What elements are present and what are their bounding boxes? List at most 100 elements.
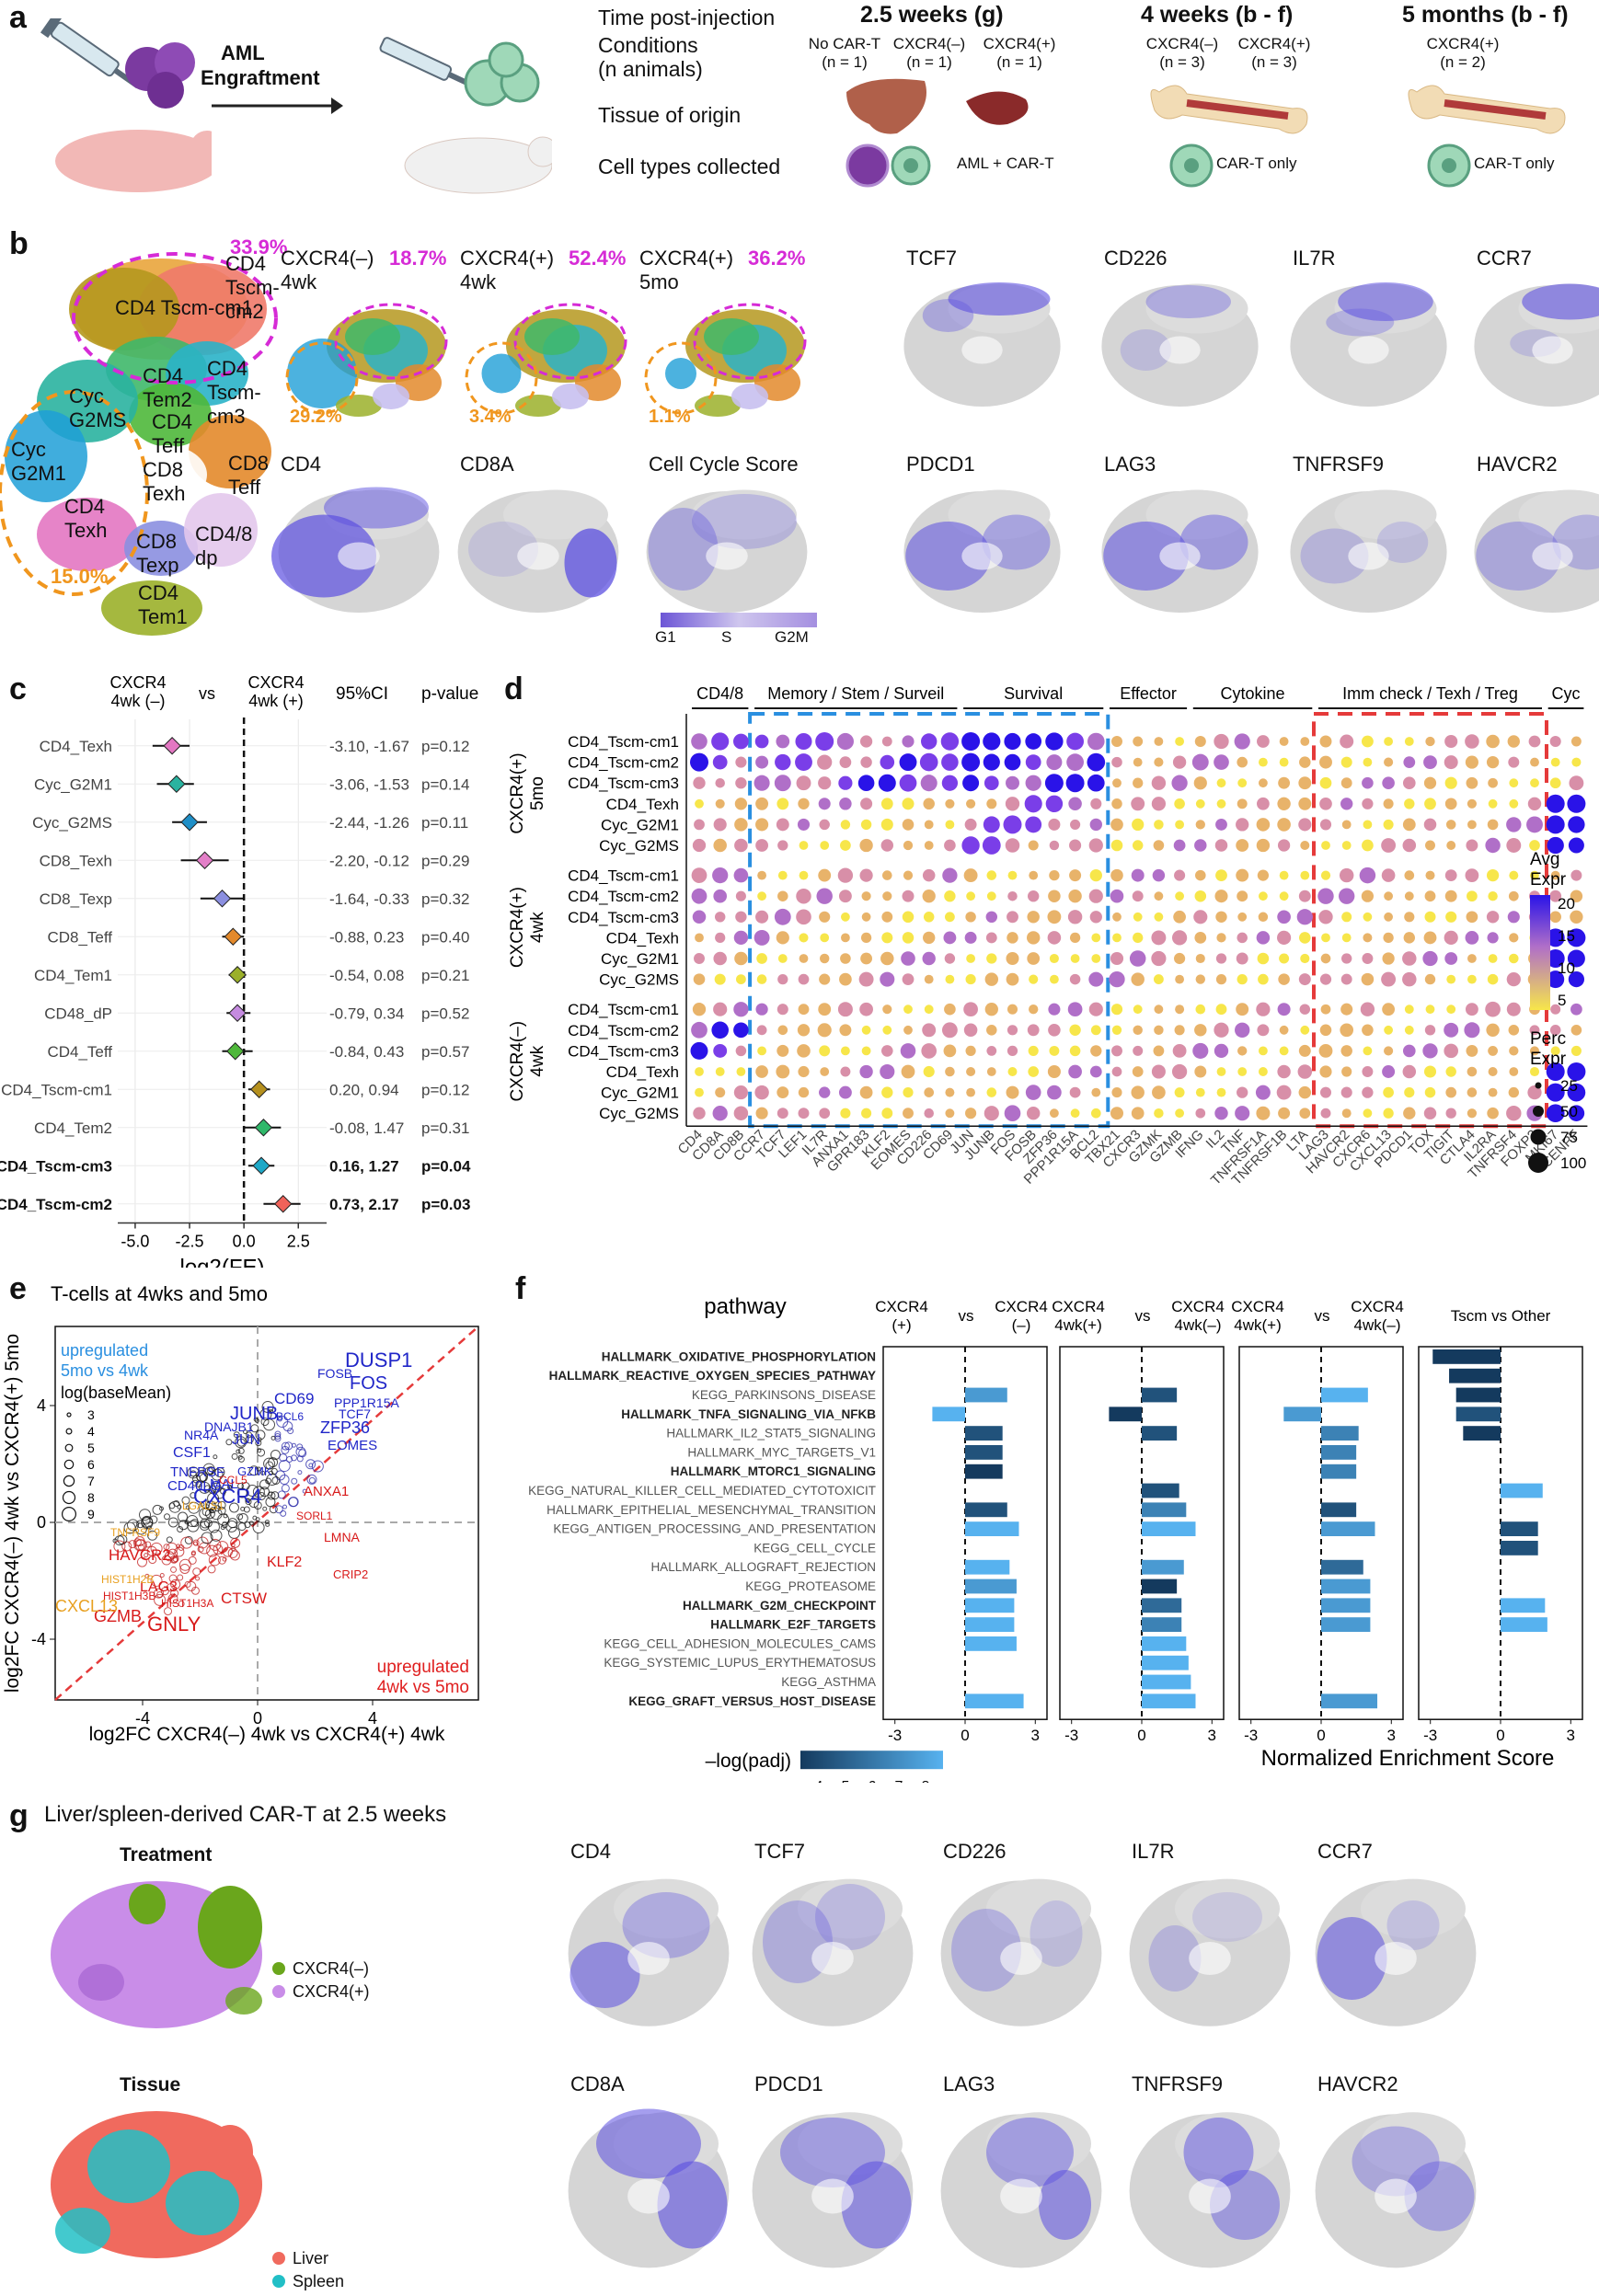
dot-mark	[777, 973, 788, 985]
scatter-point	[114, 1535, 125, 1546]
scatter-point	[252, 1515, 258, 1521]
scatter-point	[207, 1565, 216, 1574]
scatter-point	[198, 1481, 211, 1494]
forest-row-label: CD4_Tem1	[34, 967, 112, 984]
dot-mark	[1174, 1087, 1185, 1098]
dot-mark	[1110, 951, 1124, 966]
cycle-legend-g2m: G2M	[775, 628, 809, 646]
dot-mark	[1487, 973, 1499, 985]
scatter-legend-up-2: 5mo vs 4wk	[61, 1361, 149, 1380]
dot-mark	[1402, 818, 1416, 832]
dot-mark	[1509, 870, 1519, 880]
gsea-pathway-label: KEGG_CELL_ADHESION_MOLECULES_CAMS	[604, 1636, 876, 1650]
cluster-label-cd4-teff: CD4 Teff	[152, 410, 193, 457]
dot-mark	[1028, 1066, 1040, 1077]
col1-n-2: (n = 1)	[906, 53, 952, 71]
dot-mark	[859, 1064, 873, 1079]
gene-bl-2-label: Cell Cycle Score	[649, 453, 799, 476]
cart-cell-5mo-icon	[1427, 144, 1471, 188]
panel-g: Liver/spleen-derived CAR-T at 2.5 weeks …	[0, 1798, 1599, 2296]
forest-p-value: p=0.31	[421, 1119, 469, 1137]
col2-n-1: (n = 3)	[1159, 53, 1205, 71]
dot-mark	[735, 890, 746, 901]
row-label-time: Time post-injection	[598, 6, 776, 29]
dot-mark	[754, 734, 769, 749]
dot-mark	[1066, 753, 1084, 771]
cart-cell-4wk-icon	[1169, 144, 1214, 188]
gsea-facet-h2: CXCR4	[1351, 1298, 1404, 1315]
col3-cond-1: CXCR4(+)	[1426, 35, 1500, 52]
forest-estimate-point	[228, 966, 247, 984]
dot-mark	[986, 1067, 996, 1076]
dot-mark	[1486, 868, 1500, 882]
col2-cond-2: CXCR4(+)	[1237, 35, 1311, 52]
dot-mark	[818, 868, 832, 882]
dot-mark	[984, 1106, 999, 1121]
dot-mark	[1382, 776, 1395, 790]
dot-size-legend-dot	[1530, 1129, 1547, 1145]
dot-mark	[735, 974, 746, 985]
dot-mark	[1110, 839, 1123, 852]
dot-mark	[818, 776, 832, 790]
dot-mark	[733, 733, 749, 750]
dot-mark	[1175, 1108, 1184, 1119]
dot-mark	[1318, 910, 1333, 924]
forest-row-label: CD4_Tscm-cm1	[1, 1081, 112, 1098]
gene-bl-1-umap	[457, 489, 619, 613]
scatter-point	[209, 1538, 222, 1551]
panel-letter-e: e	[9, 1271, 27, 1306]
dot-mark	[735, 1045, 747, 1057]
dot-mark	[1546, 1083, 1565, 1102]
dot-row-label: CD4_Texh	[606, 796, 679, 813]
dot-mark	[1237, 1046, 1248, 1056]
scatter-point	[216, 1541, 229, 1554]
gsea-bar	[1501, 1483, 1543, 1498]
scatter-point	[208, 1554, 221, 1567]
bone-illustration-5mo-icon	[1408, 85, 1566, 134]
dot-mark	[1384, 1025, 1393, 1035]
g-gene-top-ccr7-label: CCR7	[1317, 1840, 1373, 1863]
gene-bl-0-umap	[271, 487, 440, 613]
g-gene-bottom-pdcd1-label: PDCD1	[754, 2072, 823, 2095]
dot-color-legend-tick: 10	[1558, 959, 1575, 977]
dot-mark	[1044, 774, 1064, 793]
dot-mark	[1341, 933, 1352, 943]
gsea-facet-h1: CXCR4	[1052, 1298, 1105, 1315]
gsea-xtick-label: 3	[1387, 1727, 1396, 1744]
dot-mark	[965, 1108, 977, 1119]
scatter-size-legend-label: 3	[87, 1407, 95, 1422]
gene-br-pdcd1-label: PDCD1	[906, 453, 975, 476]
dot-mark	[984, 775, 999, 791]
dot-mark	[1570, 869, 1582, 881]
dot-mark	[1546, 815, 1565, 834]
dot-mark	[985, 911, 998, 924]
dot-mark	[816, 888, 833, 904]
dot-mark	[899, 774, 917, 792]
scatter-point	[252, 1486, 265, 1498]
dot-mark	[1111, 1066, 1122, 1077]
scatter-size-legend-dot	[62, 1490, 76, 1505]
dot-mark	[903, 1087, 914, 1098]
dot-mark	[1422, 1043, 1438, 1059]
dot-mark	[1025, 754, 1041, 770]
dot-mark	[1257, 1024, 1270, 1037]
scatter-point	[259, 1487, 270, 1498]
dot-mark	[1444, 1022, 1459, 1038]
scatter-point	[270, 1467, 278, 1475]
dot-mark	[755, 1107, 768, 1119]
dot-mark	[1089, 1065, 1102, 1078]
dot-mark	[1320, 953, 1331, 964]
dot-mark	[799, 933, 809, 943]
dot-mark	[1175, 737, 1184, 746]
scatter-point	[177, 1574, 184, 1581]
dot-mark	[1509, 798, 1519, 809]
dot-mark	[1279, 953, 1290, 964]
forest-estimate-point	[167, 775, 186, 793]
dot-mark	[1464, 1022, 1480, 1039]
dot-mark	[1509, 1046, 1519, 1056]
dot-mark	[966, 798, 976, 809]
dot-mark	[1277, 797, 1291, 811]
forest-estimate-point	[254, 1119, 273, 1137]
scatter-point	[250, 1424, 259, 1433]
gsea-xtick-label: 0	[1137, 1727, 1145, 1744]
